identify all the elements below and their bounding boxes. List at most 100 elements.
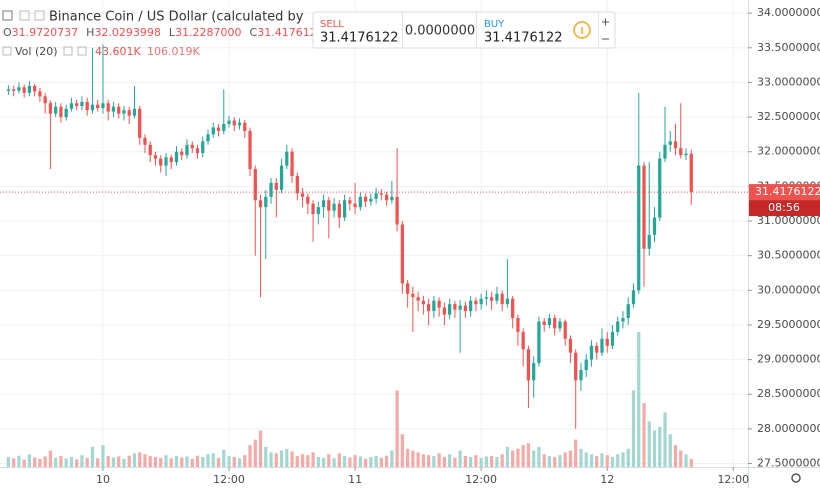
- candle-body: [484, 297, 489, 299]
- sell-button[interactable]: [314, 13, 402, 47]
- candle-body: [290, 151, 294, 176]
- volume-bar: [363, 458, 368, 467]
- volume-bar: [526, 443, 531, 467]
- volume-settings-icon[interactable]: [63, 46, 73, 56]
- x-tick-label: 11: [348, 473, 362, 486]
- candle-body: [348, 200, 352, 204]
- candle-body: [505, 298, 510, 305]
- volume-bar: [668, 434, 672, 467]
- candle-body: [495, 293, 499, 301]
- candle-body: [479, 298, 483, 305]
- volume-bar: [547, 456, 552, 467]
- candle-body: [132, 108, 137, 116]
- volume-bar: [216, 457, 221, 467]
- candle-body: [595, 345, 599, 353]
- collapse-icon[interactable]: [2, 10, 13, 21]
- chart-title: Binance Coin / US Dollar (calculated by: [49, 10, 304, 25]
- volume-ma: 106.019K: [147, 45, 200, 58]
- volume-bar: [33, 457, 37, 467]
- volume-eye-icon[interactable]: [2, 46, 12, 56]
- volume-bar: [395, 390, 399, 467]
- x-tick-label: 12: [600, 473, 614, 486]
- spread: 0.0000000: [405, 24, 475, 39]
- candle-body: [185, 144, 189, 156]
- candle-body: [253, 169, 257, 201]
- candle-body: [342, 200, 347, 218]
- candle-body: [558, 321, 562, 329]
- volume-bar: [295, 456, 299, 467]
- volume-bar: [143, 454, 147, 467]
- volume-bar: [164, 455, 168, 467]
- candle-body: [600, 338, 604, 353]
- candle-layer: [6, 44, 693, 429]
- candle-body: [111, 106, 116, 112]
- candle-body: [469, 300, 473, 312]
- axes: 34.0000000 33.5000000 33.0000000 32.5000000…: [0, 6, 820, 486]
- candle-body: [610, 331, 615, 346]
- ohlc-key: C: [250, 26, 258, 39]
- volume-bar: [595, 456, 599, 467]
- settings-gear[interactable]: [791, 473, 801, 483]
- candle-body: [516, 318, 520, 332]
- plus-icon[interactable]: [602, 18, 609, 26]
- volume-bar: [495, 456, 499, 467]
- buy-button[interactable]: [477, 13, 565, 47]
- y-tick-label: 33.0000000: [757, 75, 820, 88]
- candle-body: [542, 321, 546, 325]
- candle-body: [584, 359, 588, 370]
- candle-body: [38, 91, 42, 97]
- volume-bar: [122, 458, 126, 467]
- volume-bar: [484, 456, 489, 467]
- candle-body: [117, 106, 121, 114]
- eye-icon[interactable]: [19, 10, 30, 21]
- volume-bar: [579, 448, 583, 467]
- candle-body: [621, 318, 625, 322]
- candle-body: [642, 165, 646, 249]
- volume-bar: [6, 456, 11, 467]
- candle-body: [232, 120, 236, 126]
- candle-body: [148, 144, 152, 156]
- candle-body: [631, 290, 636, 305]
- y-tick-label: 28.5000000: [757, 387, 820, 400]
- volume-bar: [574, 439, 578, 467]
- volume-bar: [211, 453, 215, 467]
- candle-body: [679, 148, 683, 156]
- candle-body: [6, 89, 11, 91]
- volume-bar: [75, 459, 79, 467]
- candle-body: [395, 196, 399, 225]
- volume-bar: [463, 456, 468, 467]
- volume-bar: [306, 455, 310, 467]
- ohlc-value: 31.4176122: [257, 26, 323, 39]
- volume-bar: [117, 456, 121, 467]
- volume-bar: [616, 454, 620, 467]
- volume-bar: [411, 450, 415, 467]
- volume-bar: [474, 455, 478, 467]
- volume-bar: [353, 455, 357, 467]
- volume-bar: [490, 456, 494, 467]
- candle-body: [101, 103, 105, 109]
- settings-icon[interactable]: [34, 10, 45, 21]
- candle-body: [463, 305, 468, 312]
- volume-bar: [500, 454, 504, 467]
- volume-bar: [516, 448, 520, 467]
- candle-body: [306, 196, 310, 204]
- candle-body: [17, 87, 21, 91]
- candle-body: [174, 151, 179, 163]
- y-tick-label: 31.0000000: [757, 214, 820, 227]
- sell-price: 31.4176122: [320, 31, 399, 46]
- volume-bar: [206, 454, 210, 467]
- volume-remove-icon[interactable]: [77, 46, 87, 56]
- volume-bar: [453, 457, 457, 467]
- candle-body: [411, 293, 415, 298]
- candle-body: [195, 148, 200, 154]
- candle-body: [658, 158, 662, 218]
- candle-body: [369, 198, 373, 202]
- candle-body: [321, 200, 326, 208]
- info-icon[interactable]: [573, 21, 591, 39]
- volume-bar: [69, 456, 74, 467]
- candle-body: [353, 203, 357, 208]
- volume-bar: [684, 454, 688, 467]
- volume-bar: [584, 452, 588, 467]
- volume-bar: [106, 456, 110, 467]
- volume-bar: [253, 439, 257, 467]
